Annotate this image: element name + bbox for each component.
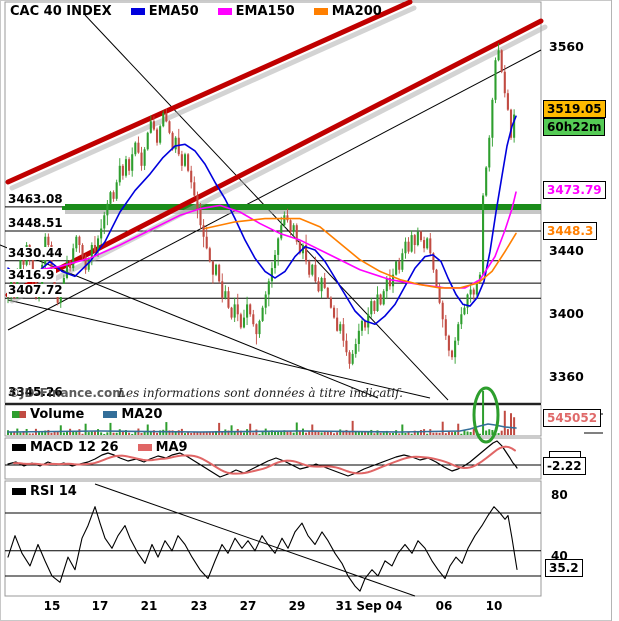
support-level-label: 3448.51 <box>7 215 65 230</box>
legend-macd: MACD 12 26 <box>12 440 119 455</box>
rsi-axis-tick: 80 <box>551 488 568 502</box>
legend-ma200: MA200 <box>313 4 382 19</box>
rsi-swatch-icon <box>12 488 26 495</box>
main-legend: CAC 40 INDEX EMA50 EMA150 MA200 <box>10 4 396 19</box>
x-axis-tick: 17 <box>91 599 109 613</box>
chart-title: CAC 40 INDEX <box>10 4 112 19</box>
countdown-badge: 60h22m <box>543 118 606 136</box>
price-axis-tick: 3360 <box>549 369 584 384</box>
legend-ma20: MA20 <box>103 407 162 422</box>
x-axis-tick: Sep <box>356 599 382 613</box>
legend-ema50: EMA50 <box>130 4 199 19</box>
volume-highlight-ellipse <box>472 386 500 444</box>
x-axis-tick: 04 <box>385 599 403 613</box>
macd-legend: MACD 12 26 MA9 <box>12 440 202 455</box>
support-level-label: 3430.44 <box>7 245 65 260</box>
legend-ma9-label: MA9 <box>155 440 188 455</box>
price-axis-tick: 3400 <box>549 306 584 321</box>
support-level-label: 3407.72 <box>7 283 65 298</box>
legend-ma20-label: MA20 <box>121 407 163 422</box>
macd-swatch-icon <box>12 444 26 451</box>
legend-rsi-label: RSI 14 <box>30 484 77 499</box>
legend-volume-label: Volume <box>30 407 85 422</box>
support-level-label: 3416.9 <box>7 268 57 283</box>
legend-macd-label: MACD 12 26 <box>30 440 119 455</box>
x-axis-tick: 27 <box>239 599 257 613</box>
ma20-swatch-icon <box>103 411 118 418</box>
rsi-value-badge: 35.2 <box>545 559 583 577</box>
x-axis-tick: 31 <box>335 599 353 613</box>
legend-ema150: EMA150 <box>217 4 295 19</box>
price-axis-tick: 3560 <box>549 39 584 54</box>
volume-swatch-icon <box>12 411 26 418</box>
price-axis-tick: 3440 <box>549 243 584 258</box>
x-axis-tick: 06 <box>435 599 453 613</box>
support-level-label-3345: 3345.26 <box>7 385 65 399</box>
ema50-swatch-icon <box>130 8 145 15</box>
volume-value-badge: 545052 <box>543 409 602 427</box>
x-axis-tick: 21 <box>140 599 158 613</box>
legend-ema150-label: EMA150 <box>235 4 295 19</box>
macd-value-badge: -2.22 <box>543 457 586 475</box>
support-level-label: 3463.08 <box>7 191 65 206</box>
legend-rsi: RSI 14 <box>12 484 77 499</box>
rsi-legend: RSI 14 <box>12 484 91 499</box>
ma9-swatch-icon <box>137 444 152 451</box>
legend-ma9: MA9 <box>137 440 188 455</box>
legend-ma200-label: MA200 <box>331 4 382 19</box>
last-price-badge: 3519.05 <box>543 100 606 118</box>
volume-legend: Volume MA20 <box>12 407 176 422</box>
x-axis-tick: 15 <box>43 599 61 613</box>
ma200-value-badge: 3448.3 <box>543 222 598 240</box>
candles <box>6 43 516 369</box>
ema150-swatch-icon <box>217 8 232 15</box>
watermark-disclaimer: Les informations sont données à titre in… <box>118 386 403 400</box>
watermark-copyright: ©JD-Finance.com <box>8 386 125 400</box>
legend-volume: Volume <box>12 407 84 422</box>
ma200-swatch-icon <box>313 8 328 15</box>
x-axis-tick: 23 <box>190 599 208 613</box>
window-scrollbar[interactable] <box>611 0 619 621</box>
ema150-value-badge: 3473.79 <box>543 181 606 199</box>
legend-ema50-label: EMA50 <box>148 4 199 19</box>
x-axis-tick: 10 <box>485 599 503 613</box>
x-axis-tick: 29 <box>288 599 306 613</box>
